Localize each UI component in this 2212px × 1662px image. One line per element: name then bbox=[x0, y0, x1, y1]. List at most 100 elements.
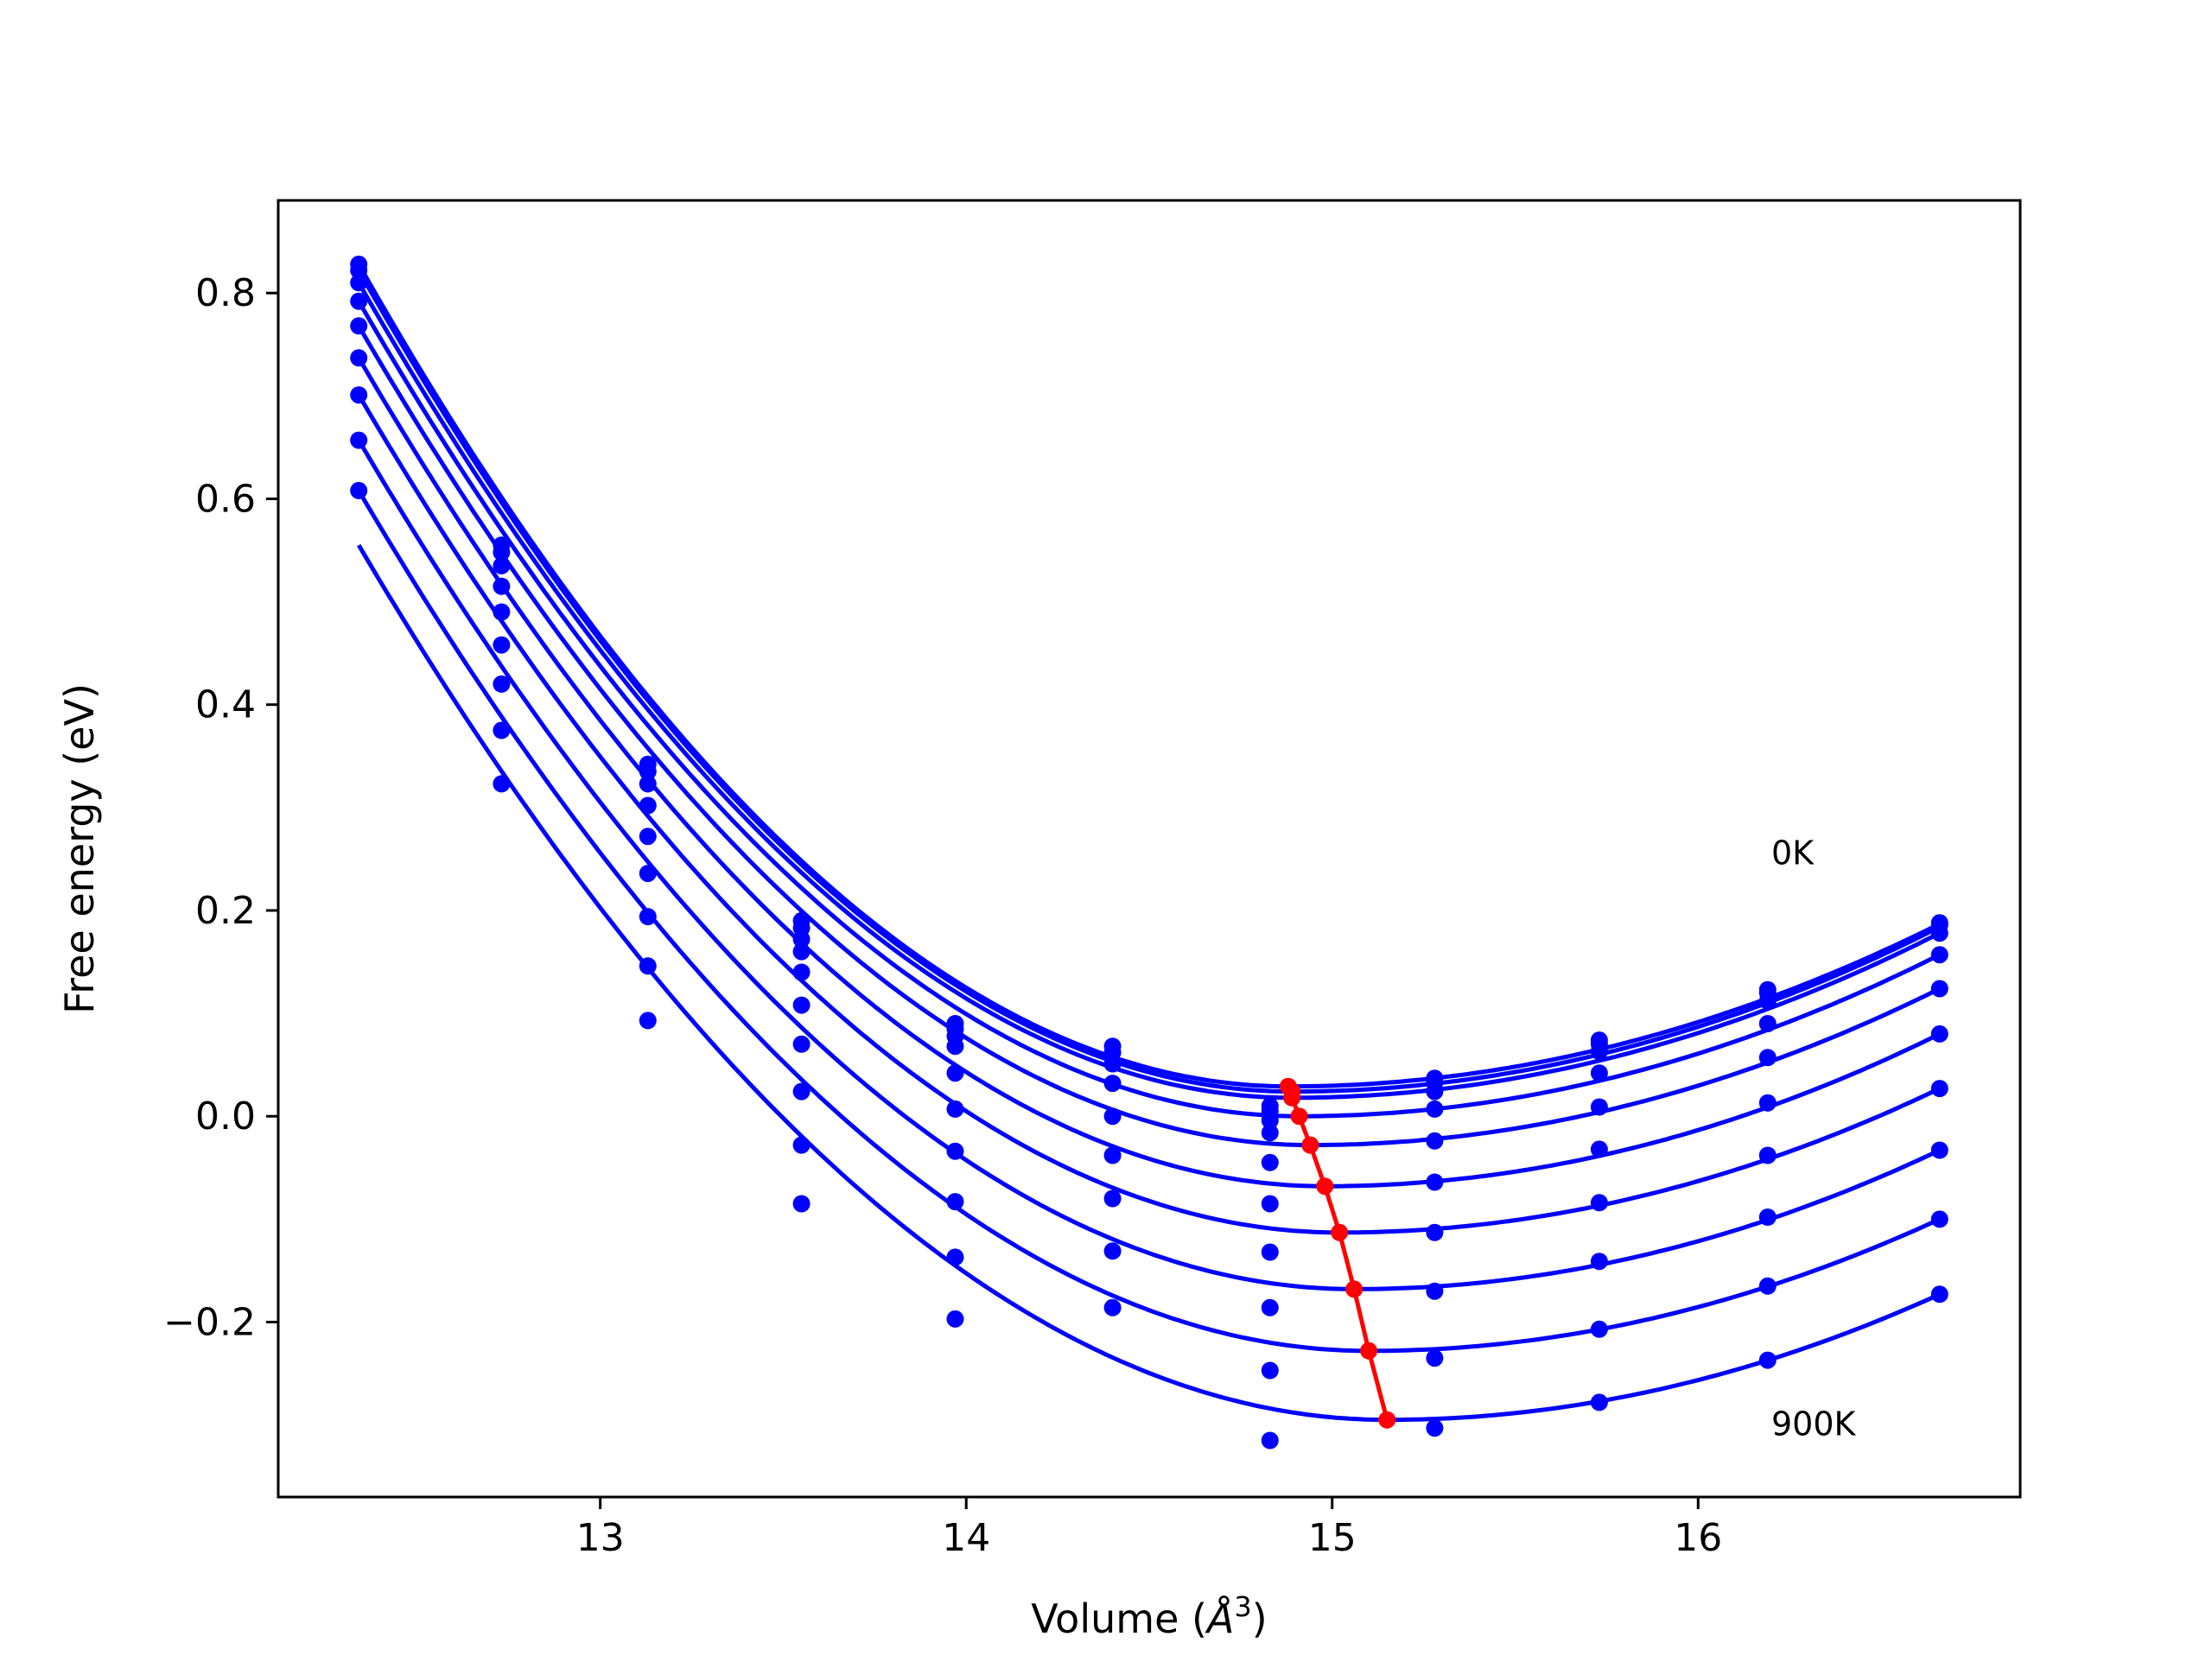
data-point-s5-2 bbox=[639, 865, 657, 883]
data-point-s4-10 bbox=[1930, 980, 1948, 998]
data-point-s7-7 bbox=[1426, 1282, 1444, 1300]
data-point-s2-7 bbox=[1426, 1082, 1444, 1101]
fit-curve-8 bbox=[357, 489, 1941, 1354]
data-point-s4-6 bbox=[1261, 1153, 1279, 1171]
data-point-s3-6 bbox=[1261, 1124, 1279, 1142]
equilibrium-point-3 bbox=[1290, 1107, 1308, 1126]
data-point-s4-1 bbox=[493, 603, 511, 621]
data-point-s5-10 bbox=[1930, 1024, 1948, 1043]
equilibrium-point-6 bbox=[1331, 1223, 1349, 1241]
data-point-s9-8 bbox=[1590, 1393, 1608, 1411]
y-tick-label-4: 0.6 bbox=[195, 477, 256, 521]
data-point-s2-2 bbox=[639, 775, 657, 793]
fit-curve-1 bbox=[357, 269, 1941, 1094]
data-point-s4-4 bbox=[946, 1064, 964, 1082]
data-point-s5-3 bbox=[792, 996, 810, 1014]
data-point-s3-1 bbox=[493, 577, 511, 595]
data-point-s5-9 bbox=[1758, 1094, 1777, 1112]
data-point-s7-9 bbox=[1758, 1208, 1777, 1226]
equilibrium-point-9 bbox=[1378, 1411, 1396, 1429]
data-point-s8-10 bbox=[1930, 1210, 1948, 1228]
data-point-s3-3 bbox=[792, 942, 810, 961]
axes-frame bbox=[276, 199, 2022, 1499]
data-point-s7-3 bbox=[792, 1082, 810, 1101]
x-tick-label-0: 13 bbox=[576, 1516, 625, 1560]
y-tick-label-0: −0.2 bbox=[163, 1300, 256, 1344]
data-point-s1-0 bbox=[350, 262, 368, 279]
data-point-s8-0 bbox=[350, 481, 368, 499]
data-point-s6-2 bbox=[639, 908, 657, 926]
annotation-0: 0K bbox=[1771, 834, 1815, 872]
data-point-s3-10 bbox=[1930, 946, 1948, 964]
data-point-s3-8 bbox=[1590, 1064, 1608, 1082]
data-point-s6-0 bbox=[350, 386, 368, 404]
data-point-s4-7 bbox=[1426, 1132, 1444, 1150]
data-point-s8-2 bbox=[639, 1012, 657, 1030]
data-point-s4-0 bbox=[350, 317, 368, 335]
data-point-s5-8 bbox=[1590, 1140, 1608, 1158]
data-point-s2-6 bbox=[1261, 1112, 1279, 1129]
data-point-s6-6 bbox=[1261, 1243, 1279, 1261]
fit-curve-0 bbox=[357, 263, 1941, 1089]
data-point-s1-1 bbox=[493, 543, 511, 561]
x-axis-label: Volume (Å3) bbox=[1031, 1590, 1267, 1642]
data-point-s2-0 bbox=[350, 274, 368, 292]
data-point-s3-2 bbox=[639, 796, 657, 815]
data-point-s7-4 bbox=[946, 1193, 964, 1211]
equilibrium-point-5 bbox=[1316, 1177, 1334, 1196]
data-point-s4-8 bbox=[1590, 1098, 1608, 1116]
fit-curve-7 bbox=[357, 439, 1941, 1291]
data-point-s7-10 bbox=[1930, 1141, 1948, 1159]
data-point-s4-5 bbox=[1103, 1107, 1122, 1126]
fit-curve-5 bbox=[357, 357, 1941, 1189]
data-point-s5-1 bbox=[493, 636, 511, 654]
data-point-s9-10 bbox=[1930, 1285, 1948, 1304]
data-point-s3-4 bbox=[946, 1037, 964, 1056]
y-tick-label-1: 0.0 bbox=[195, 1094, 256, 1139]
data-point-s2-5 bbox=[1103, 1055, 1122, 1073]
data-point-s5-5 bbox=[1103, 1146, 1122, 1164]
data-point-s8-6 bbox=[1261, 1361, 1279, 1380]
data-point-s7-2 bbox=[639, 957, 657, 975]
y-tick-label-5: 0.8 bbox=[195, 271, 256, 315]
data-point-s7-8 bbox=[1590, 1253, 1608, 1271]
fit-curve-3 bbox=[357, 300, 1941, 1119]
data-point-s9-6 bbox=[1261, 1431, 1279, 1449]
axes: 13 14 15 16 −0.2 0.0 0.2 0.4 0.6 0.8 0K 900K bbox=[163, 199, 2022, 1560]
data-point-s3-0 bbox=[350, 292, 368, 310]
data-point-s5-0 bbox=[350, 349, 368, 367]
data-point-s8-9 bbox=[1758, 1277, 1777, 1295]
data-point-s6-9 bbox=[1758, 1146, 1777, 1164]
data-point-s5-4 bbox=[946, 1100, 964, 1118]
fit-curve-9 bbox=[357, 543, 1941, 1423]
plot-area bbox=[350, 255, 1948, 1449]
data-point-s5-7 bbox=[1426, 1173, 1444, 1191]
data-point-s6-5 bbox=[1103, 1189, 1122, 1208]
data-point-s2-8 bbox=[1590, 1043, 1608, 1061]
fit-curve-6 bbox=[357, 393, 1941, 1235]
data-point-s3-7 bbox=[1426, 1100, 1444, 1118]
data-point-s8-7 bbox=[1426, 1349, 1444, 1367]
fit-curve-2 bbox=[357, 282, 1941, 1101]
data-point-s9-7 bbox=[1426, 1419, 1444, 1437]
data-point-s3-9 bbox=[1758, 1015, 1777, 1032]
data-point-s6-1 bbox=[493, 675, 511, 693]
data-point-s6-3 bbox=[792, 1035, 810, 1053]
data-point-s4-2 bbox=[639, 828, 657, 846]
data-point-s7-5 bbox=[1103, 1242, 1122, 1260]
equilibrium-point-4 bbox=[1301, 1136, 1319, 1154]
equilibrium-point-8 bbox=[1360, 1342, 1378, 1360]
data-point-s6-8 bbox=[1590, 1194, 1608, 1212]
data-point-s9-4 bbox=[946, 1310, 964, 1328]
annotation-1: 900K bbox=[1771, 1405, 1857, 1443]
data-point-s6-4 bbox=[946, 1142, 964, 1160]
data-point-s8-4 bbox=[946, 1248, 964, 1266]
y-tick-label-2: 0.2 bbox=[195, 889, 256, 933]
data-point-s6-7 bbox=[1426, 1223, 1444, 1241]
data-point-s8-5 bbox=[1103, 1298, 1122, 1316]
data-point-s2-3 bbox=[792, 930, 810, 948]
data-point-s8-8 bbox=[1590, 1320, 1608, 1338]
data-point-s7-6 bbox=[1261, 1298, 1279, 1316]
